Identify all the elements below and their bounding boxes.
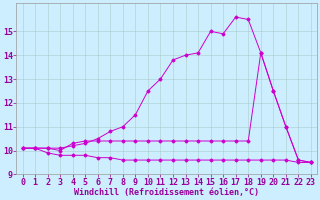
X-axis label: Windchill (Refroidissement éolien,°C): Windchill (Refroidissement éolien,°C) [74,188,259,197]
